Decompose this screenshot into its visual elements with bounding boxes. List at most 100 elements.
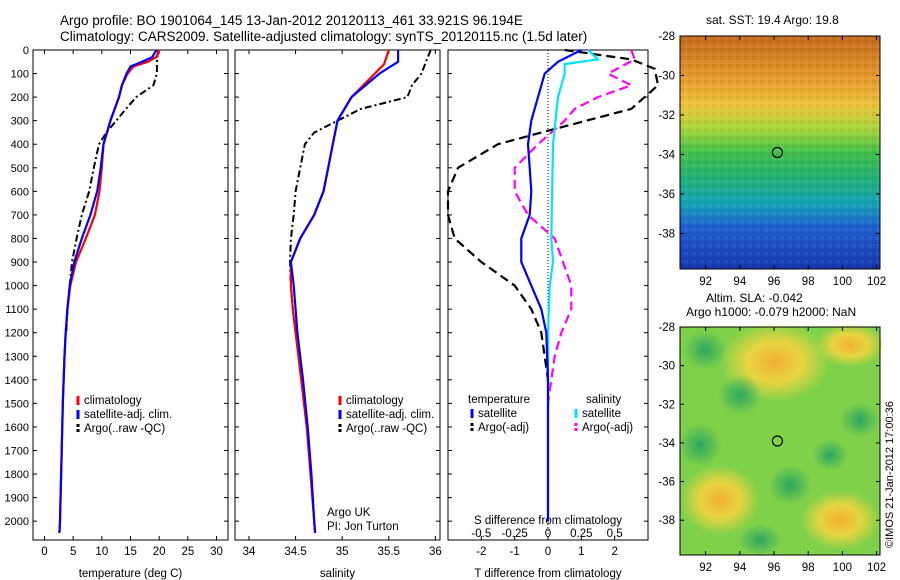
difference-xtick-label: -2 xyxy=(476,546,486,558)
legend-label: Argo(-adj) xyxy=(478,422,529,434)
argo-salinity-line xyxy=(288,49,432,333)
temperature-xtick-label: 15 xyxy=(124,546,137,558)
temperature-xtick-label: 5 xyxy=(70,546,76,558)
map-ytick-label: -38 xyxy=(658,515,675,527)
header-line-1: Argo profile: BO 1901064_145 13-Jan-2012… xyxy=(60,13,523,28)
argo-salinity-diff-line xyxy=(513,49,637,404)
temperature-xtick-label: 25 xyxy=(181,546,194,558)
map-xtick-label: 94 xyxy=(733,276,746,288)
depth-tick-label: 400 xyxy=(11,139,29,151)
map-ytick-label: -38 xyxy=(658,228,675,240)
depth-tick-label: 500 xyxy=(11,163,29,175)
map-ytick-label: -30 xyxy=(658,70,675,82)
map-xtick-label: 92 xyxy=(699,276,712,288)
climatology-salinity-line xyxy=(289,49,390,533)
depth-tick-label: 100 xyxy=(11,69,29,81)
depth-tick-label: 1200 xyxy=(5,328,29,340)
temperature-axis-label: temperature (deg C) xyxy=(79,568,183,580)
legend-label: Argo(-adj) xyxy=(582,422,633,434)
depth-tick-label: 0 xyxy=(23,45,29,57)
depth-tick-label: 1300 xyxy=(5,351,29,363)
sla-green-region xyxy=(718,375,762,415)
depth-tick-label: 1100 xyxy=(5,304,29,316)
sla-map: 92 94 96 98 100 102 -28 -30 -32 -34 -36 -38 xyxy=(658,322,886,574)
legend-label: satellite xyxy=(582,408,621,420)
difference-xtick-label: 1 xyxy=(578,546,584,558)
temperature-xtick-label: 10 xyxy=(95,546,108,558)
legend-label: satellite-adj. clim. xyxy=(346,409,434,421)
depth-tick-label: 1700 xyxy=(5,445,29,457)
difference-top-tick-label: -0.25 xyxy=(502,528,528,540)
argo-location-marker xyxy=(771,146,784,159)
difference-xtick-label: -1 xyxy=(510,546,520,558)
salinity-panel: 34 34.5 35 35.5 36 salinity climatology satelli… xyxy=(234,49,442,580)
map-xtick-label: 96 xyxy=(768,562,781,574)
difference-top-tick-label: 0 xyxy=(545,528,551,540)
legend-label: satellite-adj. clim. xyxy=(84,409,172,421)
salinity-xtick-label: 34 xyxy=(243,546,256,558)
difference-top-tick-label: 0.25 xyxy=(570,528,592,540)
header-line-2: Climatology: CARS2009. Satellite-adjuste… xyxy=(60,29,587,44)
depth-tick-label: 1400 xyxy=(5,375,29,387)
map-xtick-label: 98 xyxy=(802,562,815,574)
sla-green-region xyxy=(840,402,880,438)
map-xtick-label: 94 xyxy=(733,562,746,574)
satellite-temperature-line xyxy=(58,49,158,533)
depth-tick-label: 300 xyxy=(11,116,29,128)
sst-map-frame xyxy=(679,35,881,270)
annotation-line: PI: Jon Turton xyxy=(327,521,399,533)
satellite-salinity-line xyxy=(289,50,400,533)
sla-green-region xyxy=(678,423,722,467)
depth-tick-label: 700 xyxy=(11,210,29,222)
salinity-xtick-label: 35.5 xyxy=(378,546,400,558)
argo-location-marker xyxy=(771,435,784,447)
depth-tick-label: 2000 xyxy=(5,516,29,528)
temperature-panel: 0100200300400500600700800900100011001200… xyxy=(5,45,229,580)
map-xtick-label: 100 xyxy=(833,562,852,574)
depth-tick-label: 1600 xyxy=(5,422,29,434)
temperature-xtick-label: 30 xyxy=(210,546,223,558)
legend-label: satellite xyxy=(478,408,517,420)
map-ytick-label: -34 xyxy=(658,149,675,161)
legend-label: climatology xyxy=(346,395,404,407)
map-xtick-label: 100 xyxy=(833,276,852,288)
legend-label: Argo(..raw -QC) xyxy=(84,423,165,435)
map-xtick-label: 96 xyxy=(768,276,781,288)
satellite-temperature-diff-line xyxy=(520,49,582,522)
credit-label: ©IMOS 21-Jan-2012 17:00:36 xyxy=(884,401,896,548)
map-ytick-label: -36 xyxy=(658,477,675,489)
annotation-line: Argo UK xyxy=(327,507,371,519)
sst-map-title: sat. SST: 19.4 Argo: 19.8 xyxy=(706,13,839,27)
legend-title: temperature xyxy=(468,394,530,406)
sla-green-region xyxy=(738,524,782,556)
temperature-xtick-label: 20 xyxy=(153,546,166,558)
sla-yellow-region xyxy=(815,323,885,367)
map-ytick-label: -30 xyxy=(658,361,675,373)
map-ytick-label: -28 xyxy=(658,322,675,334)
sla-green-region xyxy=(683,330,727,370)
map-ytick-label: -36 xyxy=(658,189,675,201)
salinity-axis-label: salinity xyxy=(320,568,355,580)
depth-tick-label: 1000 xyxy=(5,281,29,293)
satellite-salinity-diff-line xyxy=(546,49,601,522)
salinity-xtick-label: 34.5 xyxy=(284,546,306,558)
sla-yellow-region xyxy=(680,465,760,535)
map-xtick-label: 102 xyxy=(867,562,886,574)
sst-map-texture xyxy=(680,36,880,269)
argo-temperature-line xyxy=(65,49,159,333)
difference-xtick-label: 0 xyxy=(545,546,551,558)
depth-tick-label: 1900 xyxy=(5,493,29,505)
salinity-xtick-label: 36 xyxy=(429,546,442,558)
depth-tick-label: 600 xyxy=(11,186,29,198)
map-xtick-label: 102 xyxy=(867,276,886,288)
map-ytick-label: -28 xyxy=(658,31,675,43)
sla-map-frame xyxy=(679,326,881,556)
salinity-frame xyxy=(234,49,441,541)
sla-green-region xyxy=(812,439,848,471)
sst-map: 92 94 96 98 100 102 -28 -30 -32 -34 -36 -38 xyxy=(658,31,886,288)
difference-top-tick-label: -0.5 xyxy=(471,528,491,540)
depth-tick-label: 800 xyxy=(11,233,29,245)
sla-map-title-2: Argo h1000: -0.079 h2000: NaN xyxy=(686,305,856,319)
map-ytick-label: -32 xyxy=(658,399,675,411)
